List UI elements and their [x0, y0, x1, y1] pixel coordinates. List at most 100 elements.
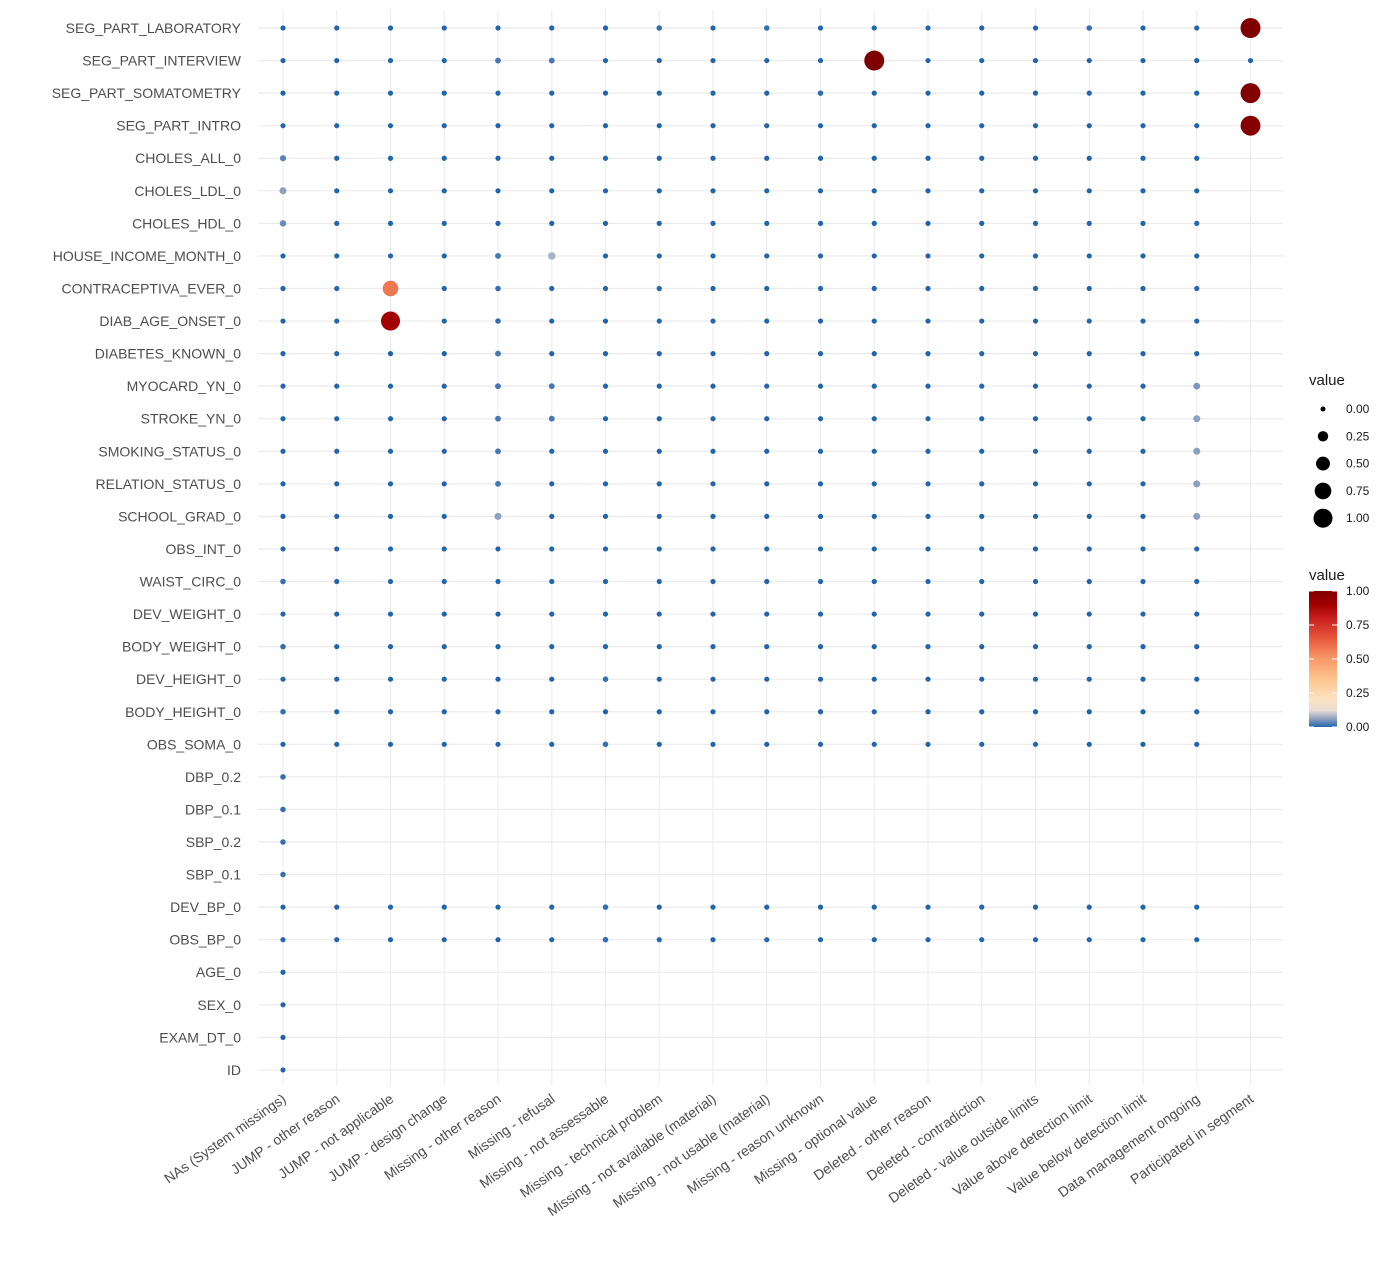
- data-point: [1140, 644, 1146, 650]
- data-point: [280, 546, 286, 552]
- data-point: [817, 644, 824, 650]
- data-point: [1086, 546, 1092, 552]
- data-point: [334, 220, 340, 226]
- data-point: [495, 318, 501, 324]
- data-point: [764, 351, 770, 357]
- data-point: [1140, 741, 1146, 747]
- data-point: [656, 90, 662, 96]
- data-point: [1032, 57, 1039, 64]
- data-point: [871, 155, 877, 161]
- data-point: [979, 318, 985, 324]
- data-point: [495, 123, 501, 129]
- data-point: [656, 709, 662, 715]
- y-tick-label: DEV_BP_0: [170, 899, 241, 915]
- y-tick-label: BODY_HEIGHT_0: [125, 704, 241, 720]
- data-point: [1194, 25, 1200, 31]
- data-point: [602, 709, 609, 715]
- data-point: [334, 351, 340, 357]
- data-point: [387, 351, 394, 357]
- data-point: [602, 578, 609, 585]
- data-point: [871, 123, 877, 129]
- data-point: [925, 481, 931, 487]
- data-point: [1032, 578, 1039, 585]
- grid-lines: [258, 10, 1283, 1085]
- data-point: [925, 351, 931, 357]
- data-point: [602, 448, 609, 454]
- data-point: [979, 416, 985, 422]
- data-point: [387, 416, 394, 422]
- data-point: [280, 578, 286, 585]
- data-point: [1140, 318, 1146, 324]
- data-point: [764, 123, 770, 129]
- data-point: [1194, 318, 1200, 324]
- data-point: [864, 50, 885, 71]
- y-tick-label: DIABETES_KNOWN_0: [95, 346, 241, 362]
- data-point: [656, 318, 662, 324]
- data-point: [602, 285, 609, 292]
- data-point: [602, 936, 609, 943]
- data-point: [656, 578, 662, 585]
- data-point: [1194, 253, 1200, 259]
- data-point: [1086, 188, 1092, 194]
- data-point: [1240, 115, 1261, 136]
- data-point: [1032, 188, 1039, 194]
- data-point: [764, 448, 770, 454]
- data-point: [1140, 25, 1146, 31]
- data-point: [387, 25, 394, 31]
- data-point: [1140, 155, 1146, 161]
- data-point: [979, 25, 985, 31]
- data-point: [1032, 383, 1039, 389]
- data-point: [495, 350, 501, 357]
- data-point: [1032, 741, 1039, 747]
- data-point: [334, 644, 340, 650]
- data-point: [1086, 904, 1092, 910]
- y-tick-label: SBP_0.2: [186, 834, 241, 850]
- data-point: [334, 253, 340, 259]
- data-point: [387, 937, 394, 943]
- data-point: [387, 644, 394, 650]
- data-point: [334, 546, 340, 552]
- data-point: [387, 123, 394, 129]
- data-point: [764, 188, 770, 194]
- data-point: [979, 383, 985, 389]
- data-point: [602, 904, 609, 910]
- data-point: [925, 188, 931, 194]
- data-point: [764, 416, 770, 422]
- data-point: [602, 546, 609, 552]
- data-point: [817, 513, 824, 520]
- y-tick-label: OBS_SOMA_0: [147, 736, 241, 752]
- data-point: [495, 285, 501, 292]
- data-point: [764, 709, 770, 715]
- data-point: [925, 285, 931, 292]
- size-legend-label: 0.00: [1346, 402, 1370, 416]
- data-point: [441, 513, 447, 520]
- data-point: [710, 416, 716, 422]
- data-point: [1140, 123, 1146, 129]
- data-point: [1086, 383, 1092, 389]
- data-point: [1086, 25, 1093, 31]
- y-tick-label: AGE_0: [196, 964, 241, 980]
- data-point: [602, 676, 609, 682]
- data-point: [549, 90, 555, 96]
- data-point: [1032, 904, 1039, 910]
- data-point: [764, 741, 770, 747]
- data-point: [979, 351, 985, 357]
- color-legend-label: 0.50: [1346, 652, 1370, 666]
- data-point: [925, 937, 931, 943]
- data-point: [1140, 57, 1146, 64]
- data-point: [1194, 644, 1200, 650]
- data-point: [387, 188, 394, 194]
- size-legend-key: [1316, 456, 1330, 471]
- data-point: [280, 904, 286, 910]
- data-point: [871, 188, 877, 194]
- data-point: [602, 513, 609, 520]
- data-point: [817, 546, 824, 552]
- size-legend-label: 0.25: [1346, 429, 1370, 443]
- data-point: [656, 155, 662, 161]
- data-point: [441, 25, 447, 31]
- data-point: [656, 741, 662, 747]
- data-point: [602, 416, 609, 422]
- data-point: [334, 416, 340, 422]
- data-point: [280, 90, 286, 96]
- data-point: [280, 57, 286, 64]
